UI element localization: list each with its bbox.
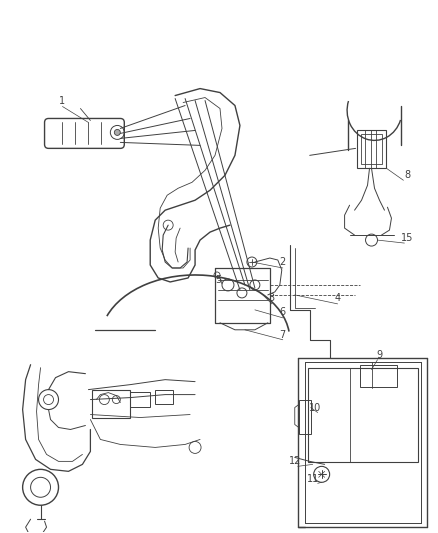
Text: 9: 9 — [376, 350, 382, 360]
Text: 7: 7 — [280, 330, 286, 340]
Text: 2: 2 — [280, 257, 286, 267]
Text: 8: 8 — [404, 170, 410, 180]
Text: 4: 4 — [335, 293, 341, 303]
Text: 1: 1 — [60, 95, 66, 106]
Bar — [299, 400, 311, 434]
Bar — [92, 390, 130, 417]
Text: 3: 3 — [269, 293, 275, 303]
Text: 5: 5 — [215, 275, 221, 285]
Bar — [357, 131, 386, 168]
Bar — [130, 392, 150, 407]
Text: 6: 6 — [280, 307, 286, 317]
Text: 12: 12 — [289, 456, 301, 466]
Text: 15: 15 — [401, 233, 413, 243]
Bar — [155, 390, 173, 403]
Bar — [360, 134, 382, 164]
Bar — [360, 365, 397, 386]
Text: 10: 10 — [308, 402, 321, 413]
Text: 11: 11 — [307, 474, 319, 484]
Circle shape — [114, 130, 120, 135]
Bar — [308, 368, 418, 462]
